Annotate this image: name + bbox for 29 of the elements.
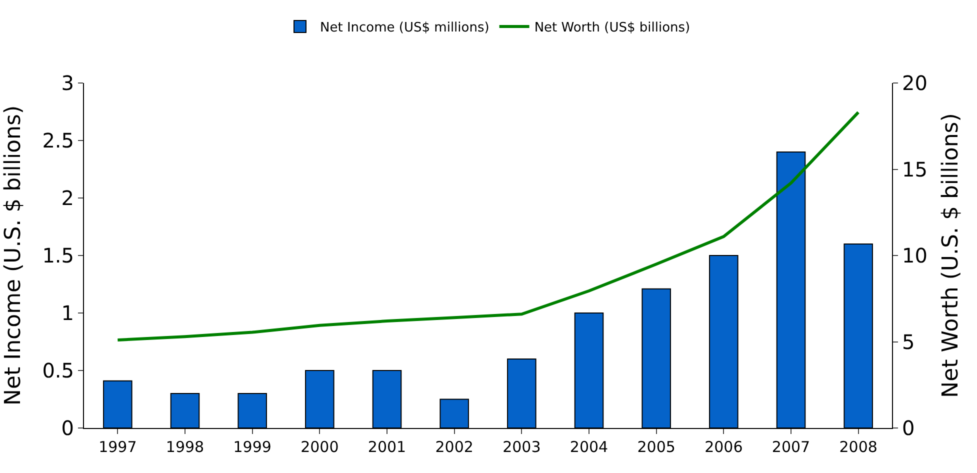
x-tick-label: 2001 <box>368 438 406 456</box>
y2-tick-label: 20 <box>902 71 928 95</box>
y-tick-label: 0.5 <box>42 358 74 382</box>
x-tick-label: 1998 <box>166 438 204 456</box>
y-tick-label: 3 <box>61 71 74 95</box>
y2-tick-label: 5 <box>902 330 915 354</box>
x-tick-label: 2005 <box>637 438 676 456</box>
legend-label: Net Worth (US$ billions) <box>534 20 690 36</box>
y-tick-label: 2.5 <box>42 128 74 152</box>
x-tick-label: 2007 <box>772 438 810 456</box>
y-tick-label: 0 <box>61 416 74 440</box>
x-tick-label: 2000 <box>300 438 339 456</box>
y-tick-label: 1.5 <box>42 244 74 268</box>
y2-tick-label: 0 <box>902 416 915 440</box>
y2-tick-label: 10 <box>902 244 928 268</box>
x-tick-label: 1999 <box>233 438 272 456</box>
legend-label: Net Income (US$ millions) <box>320 20 490 36</box>
y-tick-label: 1 <box>61 301 74 325</box>
x-tick-label: 1997 <box>98 438 137 456</box>
y-axis-title: Net Income (U.S. $ billions) <box>0 105 26 406</box>
x-tick-label: 2002 <box>435 438 474 456</box>
y2-tick-label: 15 <box>902 157 928 182</box>
y2-axis-title: Net Worth (U.S. $ billions) <box>938 113 964 398</box>
y-tick-label: 2 <box>61 186 74 210</box>
x-tick-label: 2006 <box>704 438 743 456</box>
x-tick-label: 2008 <box>839 438 878 456</box>
x-tick-label: 2003 <box>502 438 541 456</box>
line-series <box>116 110 860 342</box>
x-tick-label: 2004 <box>570 438 608 456</box>
